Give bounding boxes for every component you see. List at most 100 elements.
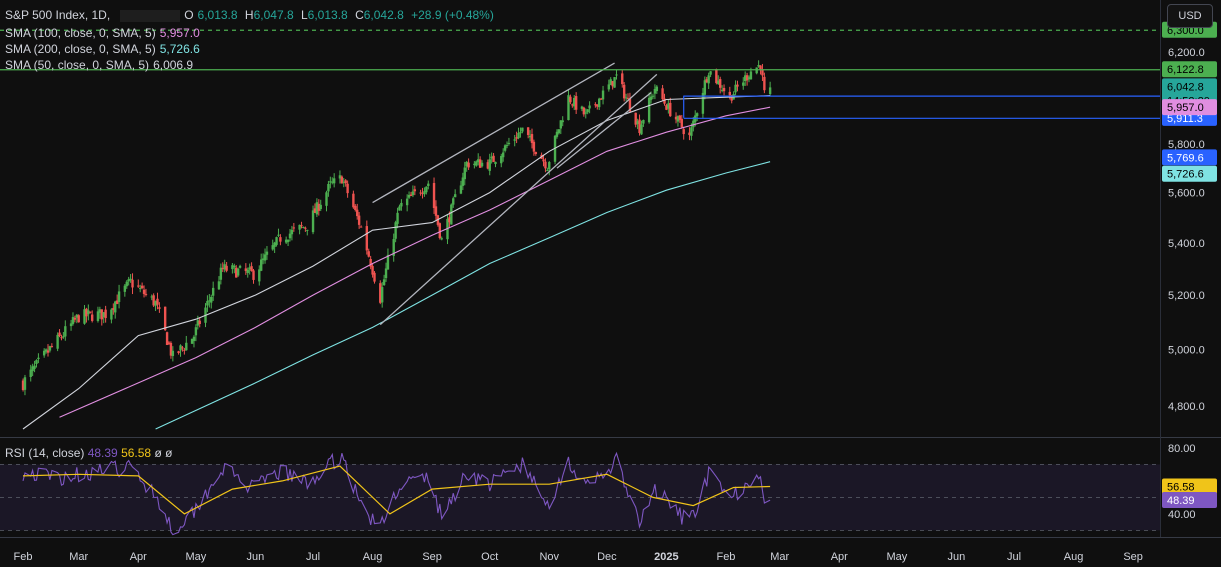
candle-body bbox=[621, 73, 624, 85]
candle-body bbox=[507, 142, 511, 144]
x-tick-label: Sep bbox=[1123, 551, 1143, 563]
candle-body bbox=[407, 194, 411, 198]
candle-body bbox=[196, 320, 200, 326]
candle-body bbox=[225, 265, 228, 271]
candle-body bbox=[743, 75, 747, 82]
candle-body bbox=[461, 177, 465, 186]
sma100-label: SMA (100, close, 0, SMA, 5) bbox=[5, 26, 156, 40]
candle-body bbox=[131, 279, 134, 288]
candle-body bbox=[313, 208, 317, 213]
candle-body bbox=[730, 95, 733, 101]
candle-body bbox=[642, 119, 645, 124]
candle-body bbox=[490, 156, 493, 159]
candle-body bbox=[284, 239, 288, 243]
candle-body bbox=[179, 345, 182, 351]
candle-body bbox=[398, 206, 401, 211]
candle-body bbox=[382, 279, 386, 286]
candle-body bbox=[127, 279, 130, 282]
candle-body bbox=[344, 180, 347, 184]
candle-body bbox=[709, 71, 712, 75]
candle-body bbox=[338, 175, 342, 179]
rsi-badge-bg-2 bbox=[1162, 492, 1217, 509]
candle-body bbox=[73, 317, 77, 320]
candle-body bbox=[35, 360, 38, 364]
candle-body bbox=[423, 191, 426, 195]
x-tick-label: Mar bbox=[69, 551, 88, 563]
candle-body bbox=[367, 251, 370, 257]
candle-body bbox=[206, 300, 209, 306]
x-tick-label: Jul bbox=[306, 551, 320, 563]
close-value: 6,042.8 bbox=[363, 8, 404, 22]
sma50-label: SMA (50, close, 0, SMA, 5) bbox=[5, 58, 150, 72]
candle-body bbox=[210, 296, 213, 303]
candle-body bbox=[396, 212, 399, 224]
candle-body bbox=[440, 238, 443, 240]
sma50-legend[interactable]: SMA (50, close, 0, SMA, 5) 6,006.9 bbox=[5, 58, 197, 72]
trend-line-1 bbox=[372, 62, 615, 204]
rsi-legend[interactable]: RSI (14, close) 48.39 56.58 ø ø bbox=[5, 446, 172, 460]
candle-body bbox=[530, 134, 534, 143]
candle-body bbox=[717, 80, 720, 85]
candle-body bbox=[292, 227, 296, 229]
candle-body bbox=[223, 264, 226, 270]
candle-body bbox=[676, 116, 680, 122]
candle-body bbox=[75, 314, 79, 318]
candle-body bbox=[83, 309, 86, 324]
candle-body bbox=[421, 192, 424, 194]
candle-body bbox=[734, 84, 737, 93]
candle-body bbox=[573, 97, 576, 107]
candle-body bbox=[521, 127, 524, 132]
candle-body bbox=[611, 81, 614, 87]
candle-body bbox=[413, 189, 417, 192]
candle-body bbox=[142, 289, 146, 294]
candle-body bbox=[221, 267, 224, 269]
last-price-label: 6,042.8 bbox=[1167, 81, 1204, 93]
sma100-legend[interactable]: SMA (100, close, 0, SMA, 5) 5,957.0 bbox=[5, 26, 204, 40]
currency-button[interactable]: USD bbox=[1167, 4, 1213, 28]
candle-body bbox=[411, 191, 415, 196]
candle-body bbox=[50, 346, 54, 348]
candle-body bbox=[450, 204, 453, 225]
candle-body bbox=[596, 104, 599, 107]
candle-body bbox=[252, 270, 255, 280]
candle-body bbox=[559, 120, 562, 129]
candle-body bbox=[615, 74, 618, 76]
candle-body bbox=[327, 183, 330, 192]
sma50-line bbox=[22, 95, 771, 430]
candle-body bbox=[609, 79, 612, 85]
candle-body bbox=[555, 131, 559, 137]
candle-body bbox=[42, 350, 46, 356]
price-badge-bg-3 bbox=[1162, 149, 1217, 166]
candle-body bbox=[198, 320, 201, 325]
candle-body bbox=[488, 159, 491, 171]
candle-body bbox=[194, 327, 198, 336]
x-tick-label: Feb bbox=[14, 551, 33, 563]
candle-body bbox=[561, 120, 564, 123]
sma200-legend[interactable]: SMA (200, close, 0, SMA, 5) 5,726.6 bbox=[5, 42, 204, 56]
rsi-na-1: ø bbox=[154, 446, 162, 460]
candle-body bbox=[117, 291, 121, 302]
candle-body bbox=[434, 206, 438, 216]
x-tick-label: Sep bbox=[422, 551, 442, 563]
rsi-ma-value: 56.58 bbox=[121, 446, 152, 460]
x-tick-label: Apr bbox=[831, 551, 848, 563]
sma200-value: 5,726.6 bbox=[159, 42, 200, 56]
candle-body bbox=[115, 300, 119, 304]
candle-body bbox=[87, 310, 90, 315]
candle-body bbox=[304, 227, 307, 229]
candle-body bbox=[231, 265, 234, 270]
candle-body bbox=[211, 287, 215, 296]
candle-body bbox=[640, 124, 643, 135]
candle-body bbox=[548, 162, 551, 170]
candle-body bbox=[701, 92, 705, 114]
candle-body bbox=[599, 98, 603, 100]
candle-body bbox=[315, 202, 319, 215]
candle-body bbox=[678, 115, 682, 120]
candle-body bbox=[400, 202, 403, 207]
y-tick-label: 5,400.0 bbox=[1168, 238, 1205, 250]
candle-body bbox=[703, 80, 707, 95]
candle-body bbox=[273, 242, 276, 247]
sma50-value: 6,006.9 bbox=[153, 58, 194, 72]
candle-body bbox=[371, 266, 374, 275]
